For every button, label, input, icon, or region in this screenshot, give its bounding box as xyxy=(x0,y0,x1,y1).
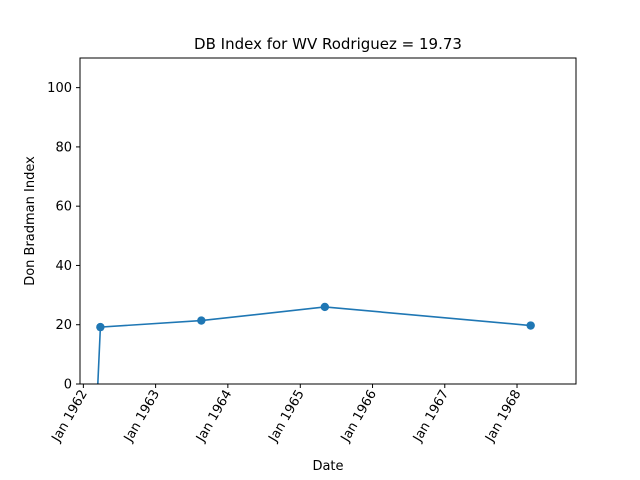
y-axis-ticks: 0 20 40 60 80 100 xyxy=(47,81,80,393)
y-tick-label: 80 xyxy=(55,140,72,155)
x-tick-label: Jan 1966 xyxy=(338,388,380,446)
x-tick-label: Jan 1964 xyxy=(193,388,235,446)
x-tick-label: Jan 1962 xyxy=(49,388,91,446)
data-point xyxy=(320,302,330,312)
y-tick-label: 0 xyxy=(64,378,72,393)
y-tick-label: 40 xyxy=(55,259,72,274)
x-tick-label: Jan 1963 xyxy=(121,388,163,446)
y-tick-label: 100 xyxy=(47,81,72,96)
plot-area xyxy=(80,58,576,384)
x-axis-ticks: Jan 1962 Jan 1963 Jan 1964 Jan 1965 Jan 1966… xyxy=(49,384,524,446)
x-tick-label: Jan 1967 xyxy=(410,388,452,446)
series-layer xyxy=(96,302,535,385)
x-tick-label: Jan 1965 xyxy=(266,388,308,446)
y-axis-label: Don Bradman Index xyxy=(23,156,38,286)
y-tick-label: 60 xyxy=(55,200,72,215)
plot-frame xyxy=(79,57,577,385)
y-tick-label: 20 xyxy=(55,318,72,333)
data-point xyxy=(526,321,535,330)
data-point xyxy=(96,322,105,332)
x-tick-label: Jan 1968 xyxy=(482,388,524,446)
data-point xyxy=(197,316,206,325)
x-axis-label: Date xyxy=(312,459,343,474)
chart-title: DB Index for WV Rodriguez = 19.73 xyxy=(194,35,462,53)
